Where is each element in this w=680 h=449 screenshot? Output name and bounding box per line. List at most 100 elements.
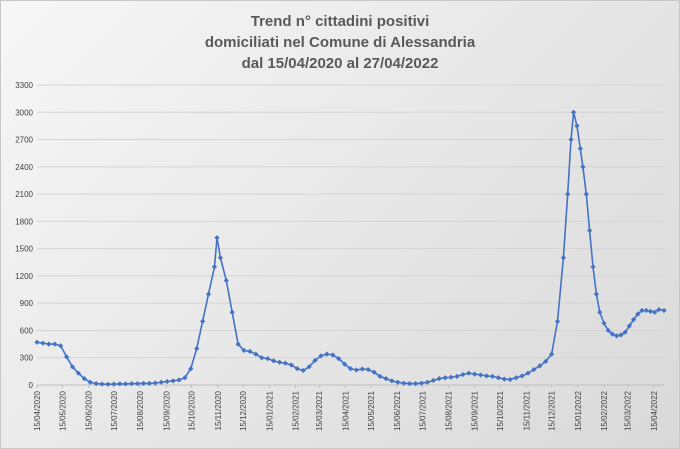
data-point-23: [170, 378, 176, 384]
y-tick-label-1500: 1500: [15, 245, 33, 254]
data-point-28: [200, 318, 206, 324]
data-point-87: [543, 358, 549, 364]
data-point-103: [605, 327, 611, 334]
data-point-45: [294, 366, 300, 372]
data-point-115: [656, 306, 662, 313]
data-point-33: [223, 277, 229, 284]
x-tick-label-15/04/2021: 15/04/2021: [341, 390, 350, 431]
y-tick-label-3300: 3300: [15, 81, 33, 90]
data-point-65: [412, 381, 419, 387]
data-point-55: [353, 367, 360, 373]
data-point-90: [560, 255, 567, 261]
data-point-72: [454, 373, 460, 379]
data-point-18: [140, 380, 147, 386]
x-tick-label-15/01/2022: 15/01/2022: [574, 390, 583, 431]
chart-title-line-3: dal 15/04/2020 al 27/04/2022: [241, 55, 439, 72]
data-point-54: [347, 366, 354, 372]
x-tick-label-15/08/2020: 15/08/2020: [136, 390, 145, 431]
data-point-20: [152, 380, 158, 386]
data-point-10: [93, 381, 99, 387]
data-point-9: [87, 379, 93, 385]
x-tick-label-15/07/2020: 15/07/2020: [110, 390, 119, 431]
data-point-84: [525, 370, 531, 376]
data-point-81: [507, 376, 513, 383]
data-point-96: [580, 164, 586, 170]
x-tick-label-15/05/2021: 15/05/2021: [367, 390, 376, 431]
data-point-57: [365, 366, 371, 373]
data-point-111: [639, 307, 645, 314]
data-point-116: [661, 307, 667, 314]
x-tick-label-15/01/2021: 15/01/2021: [265, 390, 274, 431]
y-tick-label-2700: 2700: [15, 136, 33, 145]
x-tick-label-15/03/2021: 15/03/2021: [315, 390, 324, 431]
data-point-77: [483, 373, 490, 379]
data-point-76: [478, 372, 484, 378]
data-point-98: [587, 227, 593, 234]
y-tick-label-2400: 2400: [15, 163, 33, 172]
data-point-6: [69, 364, 76, 370]
data-point-3: [52, 341, 58, 347]
data-point-31: [214, 235, 220, 241]
y-tick-label-1800: 1800: [15, 217, 33, 226]
data-point-106: [618, 332, 624, 338]
data-point-56: [359, 366, 365, 372]
data-point-104: [609, 331, 616, 337]
data-point-42: [276, 359, 283, 365]
data-point-11: [99, 381, 105, 387]
data-point-110: [635, 311, 641, 317]
data-point-68: [430, 377, 436, 384]
data-point-67: [424, 379, 430, 385]
y-tick-label-1200: 1200: [15, 272, 33, 281]
data-point-49: [318, 353, 324, 359]
y-tick-label-3000: 3000: [15, 108, 33, 117]
data-point-1: [40, 340, 46, 346]
data-point-51: [330, 352, 336, 358]
data-point-74: [466, 370, 472, 376]
data-point-22: [164, 378, 170, 385]
data-point-70: [442, 375, 448, 381]
data-point-0: [34, 339, 40, 345]
x-tick-label-15/12/2020: 15/12/2020: [239, 390, 248, 431]
data-point-39: [259, 355, 265, 361]
x-tick-label-15/11/2020: 15/11/2020: [214, 390, 223, 430]
data-point-14: [117, 381, 123, 387]
data-point-38: [253, 351, 259, 357]
y-tick-label-0: 0: [29, 381, 34, 390]
data-point-95: [577, 146, 583, 152]
data-point-100: [593, 291, 599, 297]
data-point-5: [63, 354, 70, 360]
x-tick-label-15/08/2021: 15/08/2021: [445, 390, 454, 431]
data-point-63: [401, 380, 407, 386]
data-point-61: [389, 378, 395, 384]
data-point-32: [217, 255, 223, 261]
data-point-48: [312, 357, 318, 364]
x-tick-label-15/10/2021: 15/10/2021: [496, 390, 505, 431]
data-point-37: [247, 348, 253, 354]
data-point-113: [647, 308, 654, 314]
data-point-92: [568, 136, 574, 143]
data-point-52: [336, 356, 342, 362]
data-point-36: [241, 347, 247, 354]
data-point-62: [395, 379, 401, 385]
data-point-86: [537, 363, 543, 369]
data-point-7: [75, 370, 82, 376]
y-tick-label-300: 300: [20, 354, 34, 363]
data-point-107: [622, 329, 628, 335]
data-point-8: [81, 376, 87, 382]
data-point-53: [341, 361, 348, 367]
data-point-15: [123, 381, 129, 387]
x-tick-label-15/02/2021: 15/02/2021: [292, 390, 301, 431]
data-point-40: [265, 356, 271, 362]
data-point-12: [105, 381, 111, 387]
data-point-27: [194, 346, 200, 352]
data-point-19: [146, 380, 152, 386]
x-tick-label-15/10/2020: 15/10/2020: [188, 390, 197, 431]
data-point-2: [46, 341, 52, 347]
data-point-59: [377, 373, 383, 379]
data-point-24: [176, 377, 182, 383]
data-point-50: [324, 351, 330, 357]
data-point-109: [630, 316, 637, 323]
data-point-88: [549, 351, 555, 357]
